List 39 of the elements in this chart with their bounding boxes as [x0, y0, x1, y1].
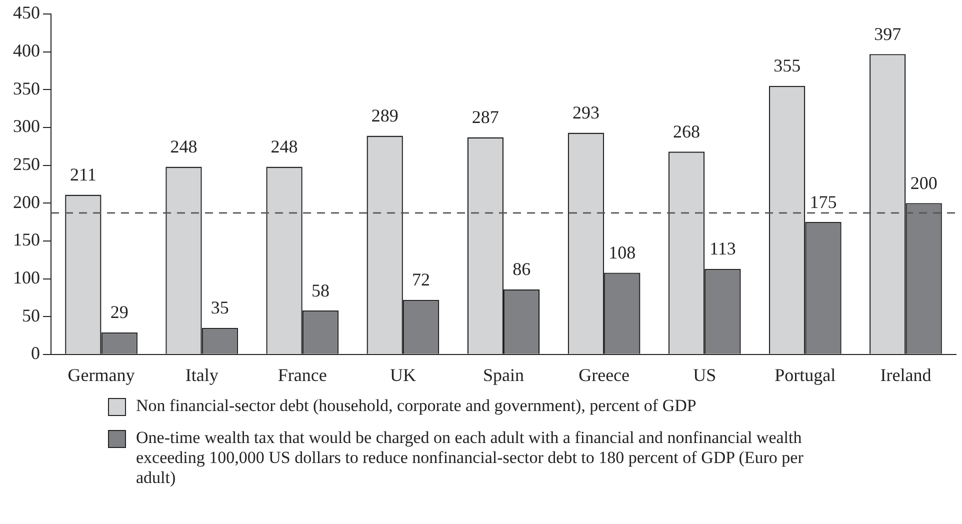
- data-label: 113: [710, 238, 736, 259]
- y-tick-label: 250: [13, 154, 40, 174]
- y-tick-label: 0: [31, 343, 40, 364]
- data-label: 248: [170, 136, 198, 157]
- data-label: 29: [110, 302, 128, 322]
- x-tick-label: Portugal: [774, 364, 836, 385]
- data-label: 72: [412, 270, 430, 290]
- data-label: 289: [371, 106, 398, 126]
- data-label: 108: [608, 242, 636, 262]
- data-label: 268: [673, 121, 700, 142]
- x-tick-label: Italy: [185, 364, 218, 385]
- data-label: 248: [270, 136, 298, 157]
- x-tick-label: UK: [390, 364, 416, 385]
- data-label: 86: [512, 259, 531, 280]
- x-tick-label: Greece: [578, 364, 630, 385]
- x-tick-label: Germany: [68, 364, 135, 385]
- data-label: 175: [810, 192, 837, 212]
- data-label: 200: [910, 172, 938, 193]
- y-tick-label: 200: [13, 192, 40, 212]
- x-tick-label: France: [278, 364, 327, 385]
- data-label: 35: [210, 298, 229, 318]
- x-tick-label: US: [693, 364, 716, 385]
- y-tick-label: 100: [13, 267, 40, 288]
- data-label: 58: [311, 280, 330, 300]
- y-tick-label: 350: [13, 78, 40, 98]
- legend-label: One-time wealth tax that would be charged on each adult with a financial and nonfinancial wealth exceeding 100,000 US dollars to reduce nonfinancial-sector debt to 180 percent of GDP (Euro per adult): [136, 428, 804, 488]
- x-tick-label: Spain: [482, 364, 524, 385]
- y-tick-label: 50: [22, 305, 40, 326]
- data-label: 397: [874, 24, 902, 44]
- data-label: 211: [70, 164, 96, 185]
- y-tick-label: 400: [13, 40, 40, 61]
- legend-label: Non financial-sector debt (household, corporate and government), percent of GDP: [136, 396, 696, 416]
- data-label: 355: [774, 56, 801, 76]
- y-tick-label: 300: [13, 116, 40, 136]
- y-tick-label: 450: [13, 2, 40, 23]
- data-label: 293: [572, 102, 600, 122]
- x-tick-label: Ireland: [880, 364, 932, 385]
- y-tick-label: 150: [13, 230, 40, 250]
- data-label: 287: [472, 107, 499, 128]
